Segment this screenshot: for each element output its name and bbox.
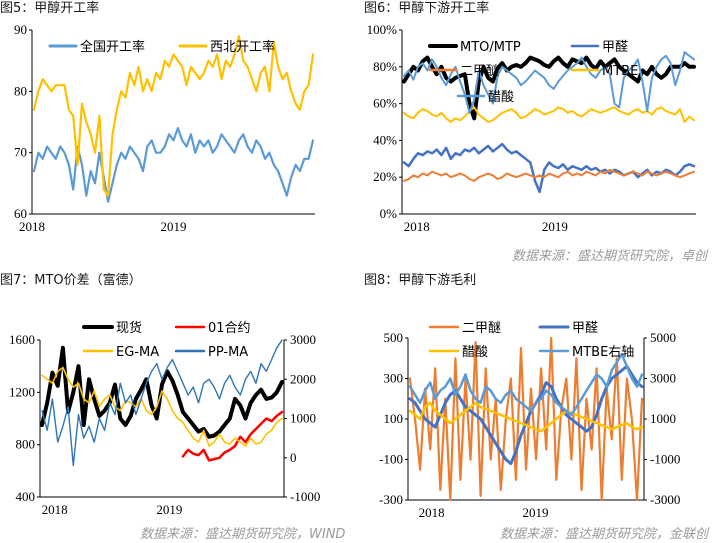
series-line xyxy=(403,168,695,182)
chart-title: 图5：甲醇开工率 xyxy=(0,1,100,16)
chart-panel-4: 图8：甲醇下游毛利 -300 -100 100 300 500 -3000 -1000 100… xyxy=(364,272,728,543)
chart-title: 图7：MTO价差（富德） xyxy=(0,273,142,288)
y-tick-label: 300 xyxy=(384,371,404,386)
x-tick-label: 2019 xyxy=(522,505,548,520)
x-tick-label: 2019 xyxy=(156,502,182,517)
x-tick-label: 2019 xyxy=(161,219,187,234)
chart-svg: -300 -100 100 300 500 -3000 -1000 1000 3000 5000 2… xyxy=(379,320,680,520)
y-tick-label: 90 xyxy=(14,22,27,37)
y2-tick-label: 3000 xyxy=(650,371,676,386)
y2-tick-label: -1000 xyxy=(650,452,680,467)
y2-tick-label: 5000 xyxy=(650,330,676,345)
series-line xyxy=(408,336,644,502)
y-tick-label: -100 xyxy=(379,452,403,467)
legend-label: 01合约 xyxy=(208,321,251,336)
legend-label: 西北开工率 xyxy=(210,39,275,55)
y-tick-label: 0% xyxy=(380,206,398,221)
y2-tick-label: 3000 xyxy=(290,332,316,347)
y-tick-label: -300 xyxy=(379,492,403,507)
y-tick-label: 1600 xyxy=(9,332,35,347)
chart-source: 数据来源：盛达期货研究院，金联创 xyxy=(500,527,709,542)
chart-source: 数据来源：盛达期货研究院，WIND xyxy=(140,527,346,542)
series-line xyxy=(402,55,696,121)
legend-label: 全国开工率 xyxy=(80,39,145,55)
y2-tick-label: 2000 xyxy=(290,371,316,386)
legend-label: 现货 xyxy=(116,320,142,336)
x-tick-label: 2018 xyxy=(42,502,68,517)
legend-label: EG-MA xyxy=(116,345,159,360)
y2-tick-label: 1000 xyxy=(650,411,676,426)
series-line xyxy=(41,366,283,447)
y-tick-label: 60% xyxy=(373,96,397,111)
legend-label: MTO/MTP xyxy=(460,40,521,55)
y-tick-label: 400 xyxy=(16,489,36,504)
y2-tick-label: 0 xyxy=(290,450,297,465)
y-tick-label: 70 xyxy=(14,145,27,160)
series-line xyxy=(403,106,695,123)
legend-label: 甲醛 xyxy=(602,39,628,55)
series-line xyxy=(408,364,644,466)
legend-label: 醋酸 xyxy=(462,344,488,360)
y-tick-label: 60 xyxy=(14,206,27,221)
y-tick-label: 500 xyxy=(384,330,404,345)
legend-label: PP-MA xyxy=(208,345,248,360)
chart-panel-2: 图6：甲醇下游开工率 0% 20% 40% 60% 80% 100% 2018 2019 MTO… xyxy=(364,0,728,272)
y-tick-label: 1200 xyxy=(9,384,35,399)
chart-svg: 400 800 1200 1600 -1000 0 1000 2000 3000 2018 2019… xyxy=(9,320,320,517)
y2-tick-label: -3000 xyxy=(650,492,680,507)
y2-tick-label: 1000 xyxy=(290,411,316,426)
y-tick-label: 80 xyxy=(14,83,27,98)
y-tick-label: 40% xyxy=(373,132,397,147)
series-line xyxy=(40,345,284,439)
legend-label: 二甲醚 xyxy=(462,321,501,336)
chart-source: 数据来源：盛达期货研究院，卓创 xyxy=(512,249,708,264)
series-line xyxy=(32,127,315,203)
y2-tick-label: -1000 xyxy=(290,489,320,504)
y-tick-label: 100 xyxy=(384,411,404,426)
series-line xyxy=(32,35,315,197)
chart-title: 图6：甲醇下游开工率 xyxy=(364,1,490,16)
series-line xyxy=(403,51,695,114)
x-tick-label: 2018 xyxy=(419,505,445,520)
series-line xyxy=(408,401,644,433)
chart-title: 图8：甲醇下游毛利 xyxy=(364,273,477,288)
y-tick-label: 20% xyxy=(373,169,397,184)
chart-svg: 60 70 80 90 2018 2019 全国开工率 西北开工率 xyxy=(14,22,315,234)
chart-panel-1: 图5：甲醇开工率 60 70 80 90 2018 2019 全国开工率 西北开工率 xyxy=(0,0,364,272)
legend-label: 甲醛 xyxy=(572,320,598,336)
series-line xyxy=(181,410,284,462)
legend-label: MTBE xyxy=(602,64,638,79)
legend-label: 二甲醚 xyxy=(460,64,499,79)
x-tick-label: 2018 xyxy=(19,219,45,234)
y-tick-label: 800 xyxy=(16,437,36,452)
series-line xyxy=(41,339,283,467)
x-tick-label: 2018 xyxy=(404,219,430,234)
series-line xyxy=(408,352,644,417)
chart-panel-3: 图7：MTO价差（富德） 400 800 1200 1600 -1000 0 1000 200… xyxy=(0,272,364,543)
x-tick-label: 2019 xyxy=(542,219,568,234)
legend-label: 醋酸 xyxy=(488,89,514,105)
legend-label: MTBE右轴 xyxy=(572,345,634,360)
series-line xyxy=(402,142,696,194)
y-tick-label: 100% xyxy=(367,22,398,37)
y-tick-label: 80% xyxy=(373,59,397,74)
